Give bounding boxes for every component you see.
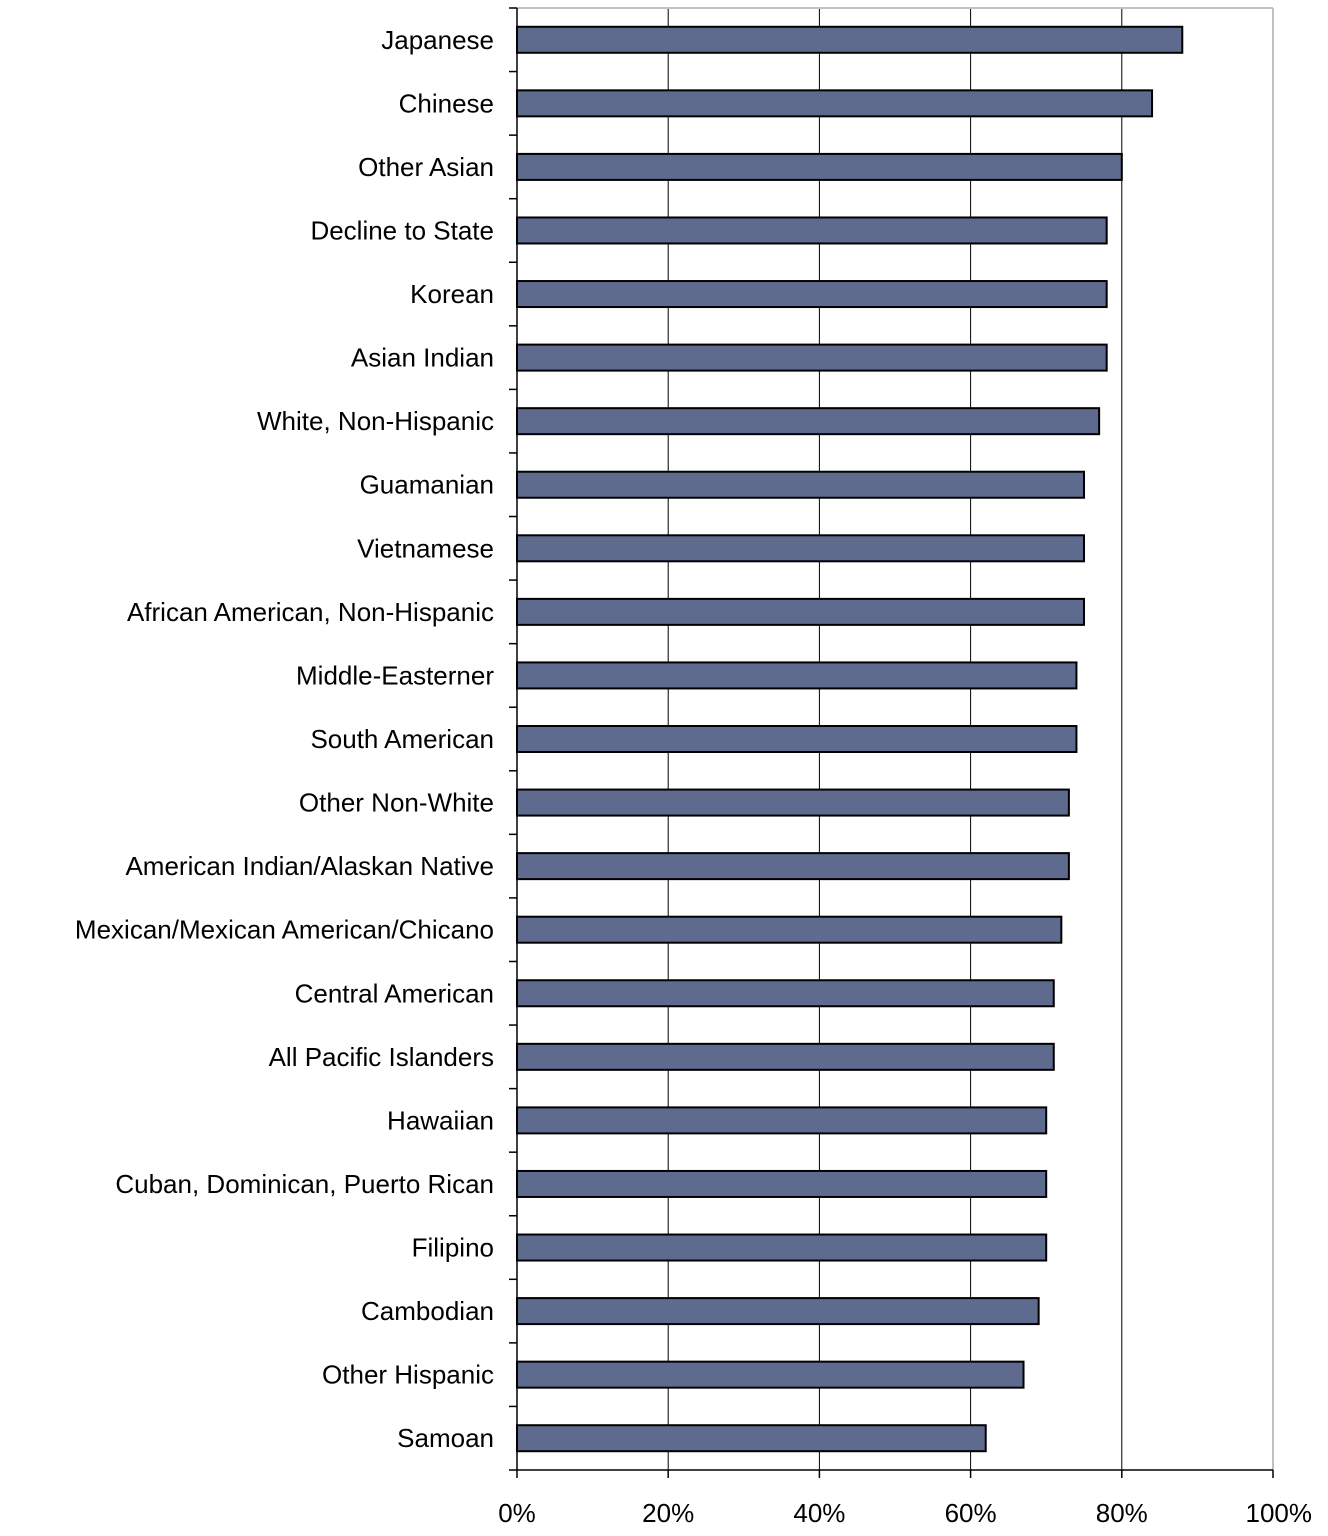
bar-22	[516, 1424, 987, 1453]
category-label-11: South American	[310, 724, 494, 754]
bar-10	[516, 661, 1078, 690]
bar-0	[516, 25, 1184, 54]
bar-17	[516, 1106, 1048, 1135]
x-tick-label-60: 60%	[945, 1498, 997, 1528]
bar-7	[516, 470, 1085, 499]
x-tick-label-0: 0%	[498, 1498, 536, 1528]
x-tick-label-20: 20%	[642, 1498, 694, 1528]
x-tick-label-100: 100%	[1246, 1498, 1313, 1528]
category-label-12: Other Non-White	[299, 788, 494, 818]
x-tick-label-80: 80%	[1096, 1498, 1148, 1528]
category-label-15: Central American	[295, 978, 494, 1008]
category-label-3: Decline to State	[310, 215, 494, 245]
x-tick-labels: 0% 20% 40% 60% 80% 100%	[498, 1498, 1312, 1528]
bar-3	[516, 216, 1108, 245]
category-label-7: Guamanian	[360, 470, 494, 500]
category-label-19: Filipino	[412, 1233, 494, 1263]
category-label-10: Middle-Easterner	[296, 660, 494, 690]
bar-13	[516, 852, 1070, 881]
category-label-22: Samoan	[397, 1423, 494, 1453]
bar-6	[516, 407, 1101, 436]
category-label-1: Chinese	[399, 88, 494, 118]
bar-21	[516, 1360, 1025, 1389]
bar-2	[516, 152, 1123, 181]
bar-19	[516, 1233, 1048, 1262]
category-label-9: African American, Non-Hispanic	[127, 597, 494, 627]
plot-border	[517, 7, 1274, 1470]
bar-12	[516, 788, 1070, 817]
category-label-13: American Indian/Alaskan Native	[125, 851, 494, 881]
category-label-8: Vietnamese	[357, 533, 494, 563]
category-labels: Japanese Chinese Other Asian Decline to Sta…	[75, 25, 494, 1453]
bar-11	[516, 725, 1078, 753]
category-label-21: Other Hispanic	[322, 1360, 494, 1390]
category-label-4: Korean	[410, 279, 494, 309]
category-label-0: Japanese	[381, 25, 494, 55]
category-label-14: Mexican/Mexican American/Chicano	[75, 915, 494, 945]
bar-5	[516, 343, 1108, 372]
bar-20	[516, 1297, 1040, 1326]
x-tick-label-40: 40%	[793, 1498, 845, 1528]
bar-14	[516, 915, 1063, 944]
bar-1	[516, 89, 1154, 118]
category-label-16: All Pacific Islanders	[269, 1042, 494, 1072]
bar-15	[516, 979, 1055, 1008]
category-label-6: White, Non-Hispanic	[257, 406, 494, 436]
bar-9	[516, 597, 1085, 626]
bar-18	[516, 1169, 1048, 1198]
bar-16	[516, 1042, 1055, 1071]
axes	[509, 7, 1274, 1478]
category-label-20: Cambodian	[361, 1296, 494, 1326]
category-label-17: Hawaiian	[387, 1105, 494, 1135]
category-label-18: Cuban, Dominican, Puerto Rican	[115, 1169, 494, 1199]
category-label-5: Asian Indian	[351, 343, 494, 373]
category-label-2: Other Asian	[358, 152, 494, 182]
bars	[516, 25, 1184, 1453]
bar-8	[516, 534, 1085, 563]
bar-4	[516, 280, 1108, 309]
